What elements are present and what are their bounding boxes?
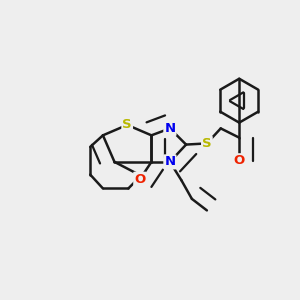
Text: O: O	[234, 154, 245, 167]
Text: S: S	[202, 137, 212, 150]
Text: O: O	[134, 173, 146, 186]
Text: N: N	[164, 122, 175, 135]
Text: S: S	[122, 118, 132, 131]
Text: N: N	[164, 155, 175, 168]
